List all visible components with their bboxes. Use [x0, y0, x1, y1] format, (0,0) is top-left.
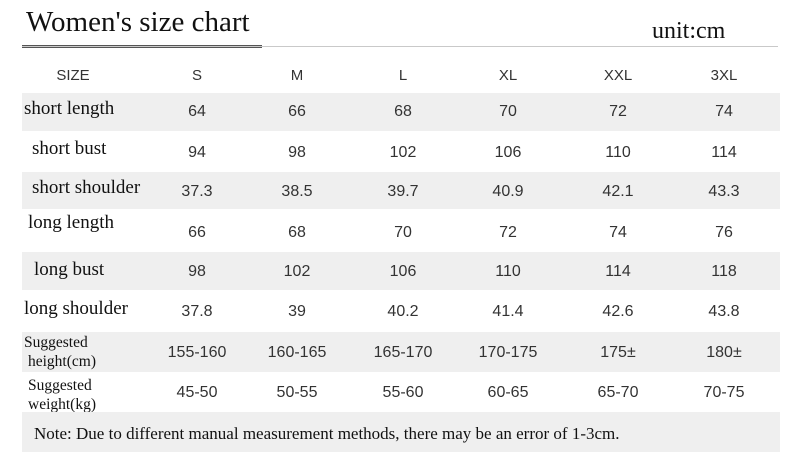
- table-cell: 94: [188, 144, 206, 161]
- table-cell: 40.2: [387, 303, 419, 320]
- header-size-s: S: [191, 67, 203, 84]
- row-label-short-length: short length: [24, 98, 115, 119]
- table-cell: 170-175: [478, 344, 538, 361]
- header-size-xl: XL: [498, 67, 518, 84]
- table-cell: 68: [394, 103, 412, 120]
- header-size-3xl: 3XL: [710, 67, 738, 84]
- header-size-label: SIZE: [56, 67, 90, 84]
- table-cell: 106: [494, 144, 522, 161]
- table-cell: 98: [188, 263, 206, 280]
- measurement-note: Note: Due to different manual measuremen…: [34, 424, 620, 443]
- table-cell: 42.1: [602, 183, 634, 200]
- table-row: [22, 93, 780, 131]
- table-cell: 72: [499, 224, 517, 241]
- table-cell: 102: [283, 263, 311, 280]
- row-label-suggested-weight: Suggested weight(kg): [28, 376, 96, 414]
- page-title: Women's size chart: [26, 6, 250, 38]
- header-size-m: M: [290, 67, 304, 84]
- table-cell: 102: [389, 144, 417, 161]
- table-row: [22, 172, 780, 209]
- table-cell: 42.6: [602, 303, 634, 320]
- label-line: height(cm): [28, 353, 97, 370]
- table-row: [22, 332, 780, 372]
- table-cell: 118: [711, 263, 737, 280]
- row-label-long-bust: long bust: [34, 259, 105, 280]
- note-row: [22, 412, 780, 452]
- table-cell: 76: [715, 224, 733, 241]
- table-cell: 72: [609, 103, 627, 120]
- header-size-xxl: XXL: [603, 67, 633, 84]
- row-label-suggested-height: Suggested height(cm): [24, 333, 96, 371]
- table-cell: 37.3: [181, 183, 213, 200]
- row-label-short-shoulder: short shoulder: [32, 177, 141, 198]
- table-cell: 165-170: [373, 344, 433, 361]
- table-cell: 38.5: [281, 183, 313, 200]
- row-label-long-length: long length: [28, 212, 115, 233]
- table-cell: 37.8: [181, 303, 213, 320]
- table-cell: 43.3: [708, 183, 740, 200]
- label-line: Suggested: [28, 377, 92, 394]
- label-line: Suggested: [24, 334, 88, 351]
- table-cell: 70-75: [703, 384, 745, 401]
- table-cell: 70: [499, 103, 517, 120]
- table-cell: 74: [609, 224, 627, 241]
- table-cell: 45-50: [176, 384, 218, 401]
- table-cell: 160-165: [267, 344, 327, 361]
- table-cell: 55-60: [382, 384, 424, 401]
- table-cell: 110: [605, 144, 631, 161]
- table-cell: 68: [288, 224, 306, 241]
- table-cell: 66: [288, 103, 306, 120]
- table-row: [22, 252, 780, 290]
- table-cell: 155-160: [167, 344, 227, 361]
- row-label-short-bust: short bust: [32, 138, 107, 159]
- table-cell: 50-55: [276, 384, 318, 401]
- table-cell: 70: [394, 224, 412, 241]
- table-cell: 39: [288, 303, 306, 320]
- table-cell: 114: [605, 263, 631, 280]
- table-cell: 106: [389, 263, 417, 280]
- table-cell: 41.4: [492, 303, 524, 320]
- label-line: weight(kg): [28, 396, 97, 413]
- table-cell: 65-70: [597, 384, 639, 401]
- table-cell: 110: [495, 263, 521, 280]
- table-cell: 39.7: [387, 183, 419, 200]
- table-cell: 43.8: [708, 303, 740, 320]
- table-cell: 98: [288, 144, 306, 161]
- table-cell: 40.9: [492, 183, 524, 200]
- top-divider: [22, 46, 778, 47]
- unit-label: unit:cm: [652, 18, 726, 44]
- table-cell: 60-65: [487, 384, 529, 401]
- table-cell: 66: [188, 224, 206, 241]
- table-cell: 114: [711, 144, 737, 161]
- row-label-long-shoulder: long shoulder: [24, 298, 128, 319]
- header-size-l: L: [398, 67, 408, 84]
- table-cell: 64: [188, 103, 206, 120]
- table-cell: 180±: [706, 344, 742, 361]
- table-cell: 74: [715, 103, 733, 120]
- table-cell: 175±: [600, 344, 636, 361]
